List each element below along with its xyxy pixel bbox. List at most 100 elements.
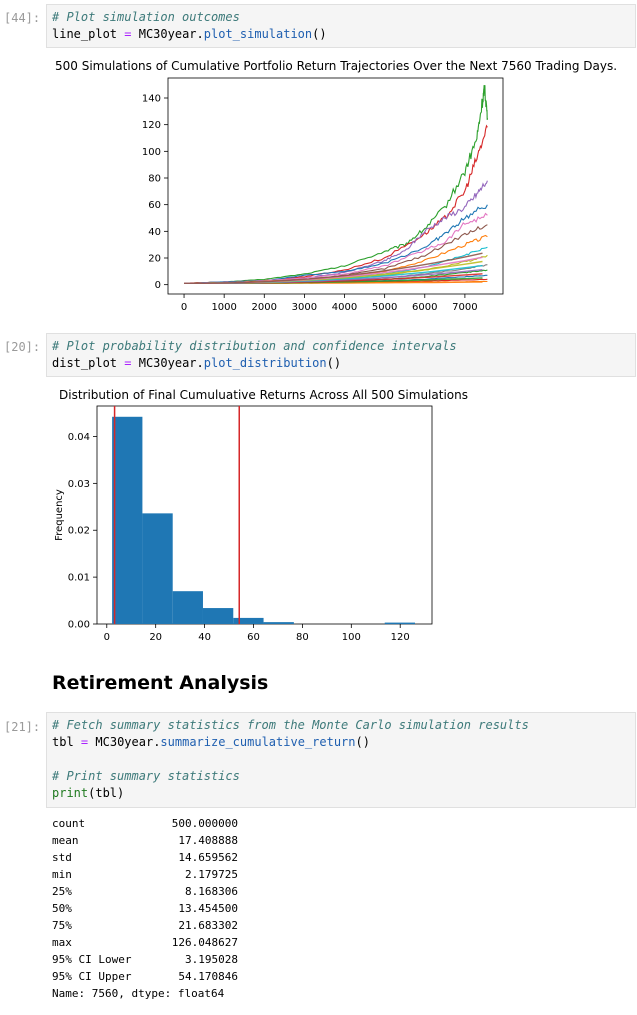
summary-key: 75% <box>52 919 72 932</box>
code-comment: # Plot probability distribution and conf… <box>52 339 457 353</box>
code-operator: = <box>80 735 89 749</box>
code-args: () <box>312 27 327 41</box>
series-line <box>183 85 488 285</box>
histogram-bar <box>263 622 294 624</box>
summary-key: count <box>52 817 86 830</box>
summary-footer: Name: 7560, dtype: float64 <box>52 987 225 1000</box>
summary-key: max <box>52 936 72 949</box>
code-object: MC30year. <box>138 27 204 41</box>
plot-area <box>167 77 504 295</box>
x-tick-label: 0 <box>104 632 110 643</box>
summary-key: mean <box>52 834 79 847</box>
summary-value: 126.048627 <box>171 936 238 949</box>
code-method: summarize_cumulative_return <box>160 735 356 749</box>
histogram-bar <box>233 617 264 624</box>
code-object: MC30year. <box>95 735 161 749</box>
y-tick-label: 140 <box>142 94 161 105</box>
y-tick-label: 0 <box>155 280 161 291</box>
code-comment: # Print summary statistics <box>52 769 240 783</box>
summary-value: 3.195028 <box>185 953 238 966</box>
y-tick-label: 0.01 <box>68 573 90 584</box>
code-comment: # Fetch summary statistics from the Mont… <box>52 718 529 732</box>
code-operator: = <box>124 27 132 41</box>
x-tick-label: 100 <box>342 632 361 643</box>
code-args: () <box>355 735 370 749</box>
y-tick-label: 80 <box>148 174 161 185</box>
histogram-bar <box>172 591 203 624</box>
summary-key: 25% <box>52 885 72 898</box>
cell-prompt: [44]: <box>4 11 41 25</box>
y-tick-label: 100 <box>142 147 161 158</box>
histogram-bar <box>384 622 416 625</box>
summary-value: 2.179725 <box>185 868 238 881</box>
histogram-chart: 0 20 40 60 80 100 120 0.00 0.01 0.02 0.03 0.04 Frequ… <box>54 405 433 643</box>
code-cell-summary[interactable]: # Fetch summary statistics from the Mont… <box>46 712 636 808</box>
summary-key: 95% CI Lower <box>52 953 132 966</box>
cell-prompt: [20]: <box>4 340 41 354</box>
histogram-bar <box>202 608 234 624</box>
y-tick-label: 120 <box>142 120 161 131</box>
x-tick-label: 7000 <box>452 302 477 313</box>
histogram-bar <box>142 513 173 624</box>
code-operator: = <box>124 356 132 370</box>
summary-row: 95% CI Upper 54.170846 <box>52 968 238 985</box>
summary-value: 21.683302 <box>178 919 238 932</box>
histogram-title: Distribution of Final Cumuluative Return… <box>59 388 468 402</box>
code-variable: dist_plot <box>52 356 118 370</box>
code-cell-plot-simulation[interactable]: # Plot simulation outcomes line_plot = M… <box>46 4 636 48</box>
code-variable: tbl <box>52 735 74 749</box>
y-tick-label: 0.00 <box>68 620 90 631</box>
section-heading: Retirement Analysis <box>52 672 269 694</box>
y-tick-label: 0.02 <box>68 526 90 537</box>
summary-output: count 500.000000 mean 17.408888 std 14.6595… <box>52 815 238 1002</box>
code-object: MC30year. <box>138 356 204 370</box>
summary-row: 50% 13.454500 <box>52 900 238 917</box>
code-args: (tbl) <box>88 786 125 800</box>
summary-row: 25% 8.168306 <box>52 883 238 900</box>
x-tick-label: 4000 <box>332 302 357 313</box>
summary-row: count 500.000000 <box>52 815 238 832</box>
line-chart: 0 1000 2000 3000 4000 5000 6000 7000 0 20 40 60 80 10… <box>142 77 504 313</box>
code-comment: # Plot simulation outcomes <box>52 10 240 24</box>
x-tick-label: 1000 <box>211 302 236 313</box>
x-tick-label: 0 <box>181 302 187 313</box>
x-tick-label: 20 <box>149 632 162 643</box>
code-cell-plot-distribution[interactable]: # Plot probability distribution and conf… <box>46 333 636 377</box>
summary-value: 17.408888 <box>178 834 238 847</box>
code-method: plot_distribution <box>203 356 327 370</box>
series-line <box>184 252 483 285</box>
code-print-function: print <box>52 786 89 800</box>
summary-key: 95% CI Upper <box>52 970 132 983</box>
summary-row: 95% CI Lower 3.195028 <box>52 951 238 968</box>
x-tick-label: 120 <box>391 632 410 643</box>
x-tick-label: 2000 <box>252 302 277 313</box>
summary-row: 75% 21.683302 <box>52 917 238 934</box>
code-variable: line_plot <box>52 27 118 41</box>
summary-key: std <box>52 851 72 864</box>
summary-value: 13.454500 <box>178 902 238 915</box>
summary-value: 54.170846 <box>178 970 238 983</box>
summary-row: mean 17.408888 <box>52 832 238 849</box>
code-args: () <box>326 356 342 370</box>
y-tick-label: 40 <box>148 227 161 238</box>
summary-key: 50% <box>52 902 72 915</box>
summary-value: 14.659562 <box>178 851 238 864</box>
x-tick-label: 5000 <box>372 302 397 313</box>
y-tick-label: 0.04 <box>68 432 90 443</box>
summary-value: 500.000000 <box>171 817 238 830</box>
cell-prompt: [21]: <box>4 720 41 734</box>
summary-key: min <box>52 868 72 881</box>
x-tick-label: 6000 <box>412 302 437 313</box>
x-tick-label: 60 <box>247 632 260 643</box>
summary-row: std 14.659562 <box>52 849 238 866</box>
summary-row: min 2.179725 <box>52 866 238 883</box>
y-tick-label: 20 <box>148 254 161 265</box>
summary-row: max 126.048627 <box>52 934 238 951</box>
x-tick-label: 80 <box>296 632 309 643</box>
summary-value: 8.168306 <box>185 885 238 898</box>
x-tick-label: 3000 <box>292 302 317 313</box>
y-axis-label: Frequency <box>54 489 65 541</box>
x-tick-label: 40 <box>198 632 211 643</box>
y-tick-label: 60 <box>148 200 161 211</box>
histogram-bar <box>112 416 143 624</box>
